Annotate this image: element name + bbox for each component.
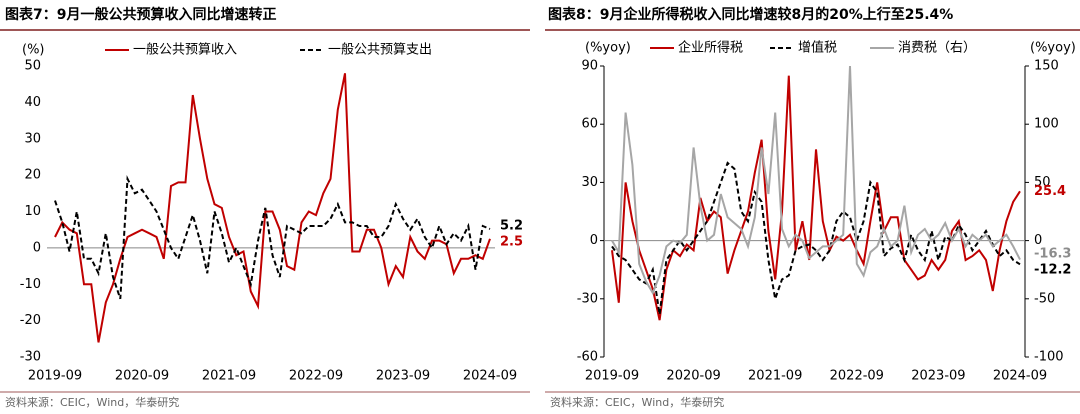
series-line <box>54 175 491 300</box>
end-label: -12.2 <box>1034 262 1071 277</box>
y-tick-label: 90 <box>581 59 598 74</box>
x-tick-label: 2019-09 <box>585 369 639 384</box>
y-axis-label: (%yoy) <box>585 41 631 56</box>
y-tick-label: 30 <box>581 175 598 190</box>
x-tick-label: 2021-09 <box>748 369 802 384</box>
y-tick-label: 10 <box>24 204 41 219</box>
chart-title: 图表8：9月企业所得税收入同比增速较8月的20%上行至25.4% <box>548 6 953 23</box>
y-tick-label: 0 <box>590 233 598 248</box>
x-tick-label: 2024-09 <box>993 369 1047 384</box>
x-tick-label: 2020-09 <box>666 369 720 384</box>
y-axis-label: (%) <box>22 43 45 58</box>
y-tick-label: 30 <box>24 131 41 146</box>
series-line <box>611 65 1021 296</box>
y2-tick-label: -100 <box>1034 350 1064 365</box>
y-tick-label: 50 <box>24 59 41 74</box>
legend-label: 企业所得税 <box>678 40 743 56</box>
end-label: 2.5 <box>500 234 523 249</box>
series-line <box>611 75 1021 321</box>
chart-title: 图表7：9月一般公共预算收入同比增速转正 <box>5 6 276 23</box>
series-line <box>611 161 1021 315</box>
y2-tick-label: 50 <box>1034 175 1051 190</box>
legend-label: 一般公共预算支出 <box>328 42 432 58</box>
series-line <box>54 73 491 343</box>
legend-label: 一般公共预算收入 <box>133 42 237 58</box>
y-tick-label: 40 <box>24 95 41 110</box>
legend-label: 增值税 <box>798 40 837 56</box>
y-tick-label: -30 <box>20 350 41 365</box>
y-tick-label: -10 <box>20 277 41 292</box>
y2-tick-label: 0 <box>1034 233 1042 248</box>
x-tick-label: 2019-09 <box>28 369 82 384</box>
end-label: 25.4 <box>1034 184 1066 199</box>
source: 资料来源：CEIC，Wind，华泰研究 <box>5 395 179 409</box>
y2-tick-label: 150 <box>1034 59 1059 74</box>
y-tick-label: 20 <box>24 168 41 183</box>
y2-tick-label: 100 <box>1034 117 1059 132</box>
x-tick-label: 2021-09 <box>202 369 256 384</box>
legend-label: 消费税（右） <box>898 41 976 56</box>
y2-tick-label: -50 <box>1034 291 1055 306</box>
y2-axis-label: (%yoy) <box>1030 41 1076 56</box>
y-tick-label: 0 <box>33 240 41 255</box>
y-tick-label: -20 <box>20 313 41 328</box>
x-tick-label: 2022-09 <box>289 369 343 384</box>
y-tick-label: -30 <box>577 291 598 306</box>
x-tick-label: 2023-09 <box>911 369 965 384</box>
x-tick-label: 2020-09 <box>115 369 169 384</box>
end-label: -16.3 <box>1034 246 1071 261</box>
x-tick-label: 2023-09 <box>376 369 430 384</box>
y-tick-label: 60 <box>581 117 598 132</box>
x-tick-label: 2024-09 <box>463 369 517 384</box>
y-tick-label: -60 <box>577 350 598 365</box>
end-label: 5.2 <box>500 218 523 233</box>
x-tick-label: 2022-09 <box>830 369 884 384</box>
source: 资料来源：CEIC，Wind，华泰研究 <box>550 395 724 409</box>
